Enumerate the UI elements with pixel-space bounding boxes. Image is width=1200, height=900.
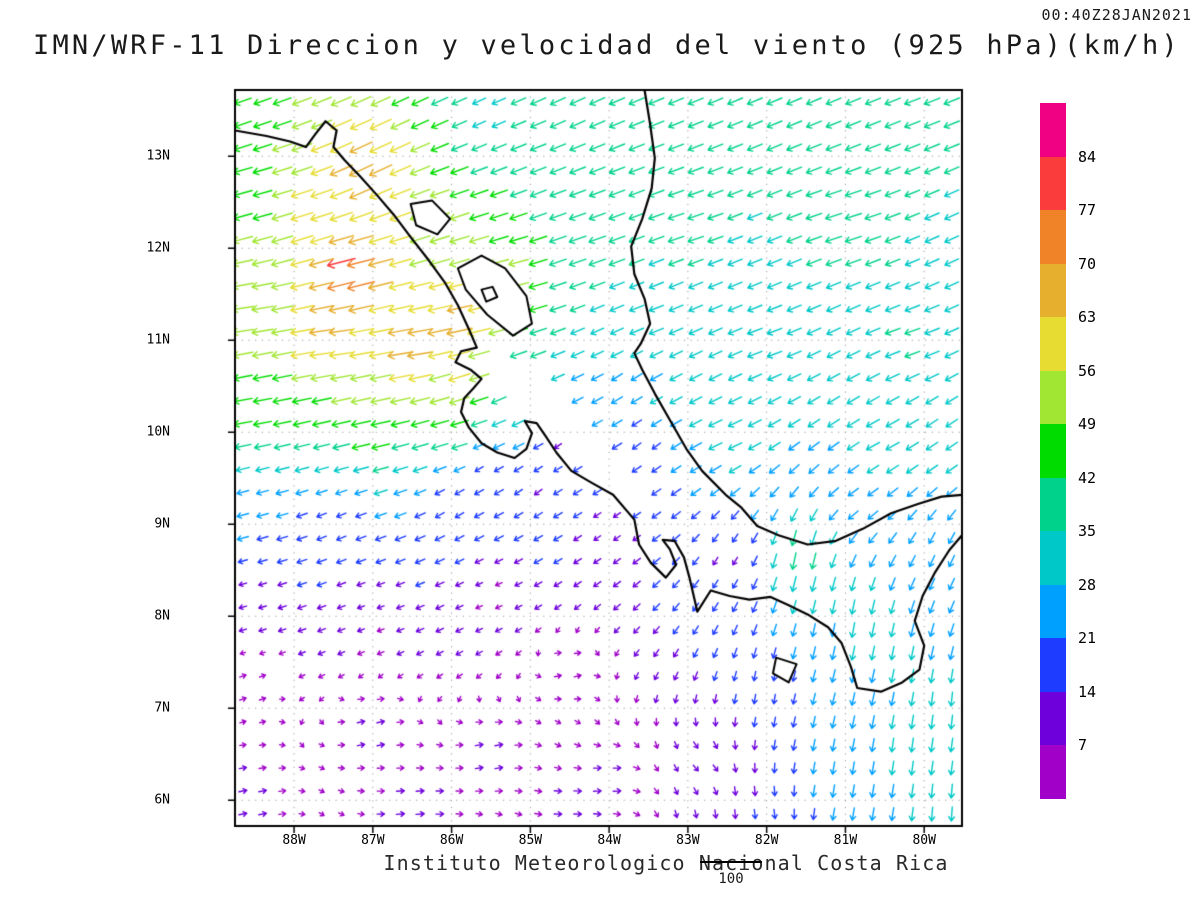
colorbar-segment xyxy=(1040,156,1066,211)
colorbar-segment xyxy=(1040,531,1066,585)
x-axis-tick-label: 86W xyxy=(439,833,464,848)
x-axis-tick-label: 88W xyxy=(282,833,306,848)
valid-time-label: 00:40Z28JAN2021 xyxy=(1041,6,1192,24)
reference-vector-label: 100 xyxy=(718,871,744,887)
colorbar-tick-label: 63 xyxy=(1078,308,1097,326)
y-axis-tick-label: 10N xyxy=(146,424,170,440)
x-axis-tick-label: 84W xyxy=(597,833,621,848)
colorbar-segment xyxy=(1040,477,1066,532)
colorbar-tick-label: 56 xyxy=(1078,361,1097,380)
colorbar-segment xyxy=(1040,103,1066,157)
colorbar-segment xyxy=(1040,210,1066,264)
x-axis-tick-label: 85W xyxy=(518,833,543,848)
x-axis-tick-label: 83W xyxy=(676,833,700,848)
y-axis-tick-label: 9N xyxy=(154,516,170,532)
reference-vector-line xyxy=(700,861,762,863)
colorbar-segment xyxy=(1040,584,1066,639)
colorbar-segment xyxy=(1040,317,1066,371)
footer-institution: Instituto Meteorologico Nacional Costa R… xyxy=(383,851,949,875)
y-axis-tick-label: 11N xyxy=(146,332,170,348)
colorbar-tick-label: 42 xyxy=(1078,468,1097,487)
colorbar-segment xyxy=(1040,691,1066,746)
y-axis-tick-label: 12N xyxy=(146,240,170,256)
colorbar-tick-label: 49 xyxy=(1078,415,1097,433)
x-axis-tick-label: 81W xyxy=(833,833,858,848)
colorbar-tick-label: 77 xyxy=(1078,201,1097,219)
colorbar-segment xyxy=(1040,424,1066,478)
x-axis-tick-label: 80W xyxy=(912,833,936,848)
colorbar-tick-label: 35 xyxy=(1078,522,1097,540)
y-axis-tick-label: 6N xyxy=(154,792,170,808)
y-axis-tick-label: 13N xyxy=(146,148,170,164)
colorbar-segment xyxy=(1040,370,1066,425)
x-axis-tick-label: 82W xyxy=(754,833,779,848)
y-axis-tick-label: 7N xyxy=(154,700,170,716)
colorbar-segment xyxy=(1040,638,1066,692)
colorbar-tick-label: 28 xyxy=(1078,575,1097,594)
colorbar-tick-label: 84 xyxy=(1078,147,1097,166)
chart-title: IMN/WRF-11 Direccion y velocidad del vie… xyxy=(33,30,1181,61)
colorbar-tick-label: 7 xyxy=(1078,736,1088,754)
colorbar-segment xyxy=(1040,745,1066,799)
colorbar-tick-label: 14 xyxy=(1078,682,1097,701)
colorbar-tick-label: 70 xyxy=(1078,254,1097,273)
colorbar-segment xyxy=(1040,263,1066,318)
y-axis-tick-label: 8N xyxy=(154,608,170,624)
x-axis-tick-label: 87W xyxy=(361,833,385,848)
colorbar-tick-label: 21 xyxy=(1078,629,1097,647)
